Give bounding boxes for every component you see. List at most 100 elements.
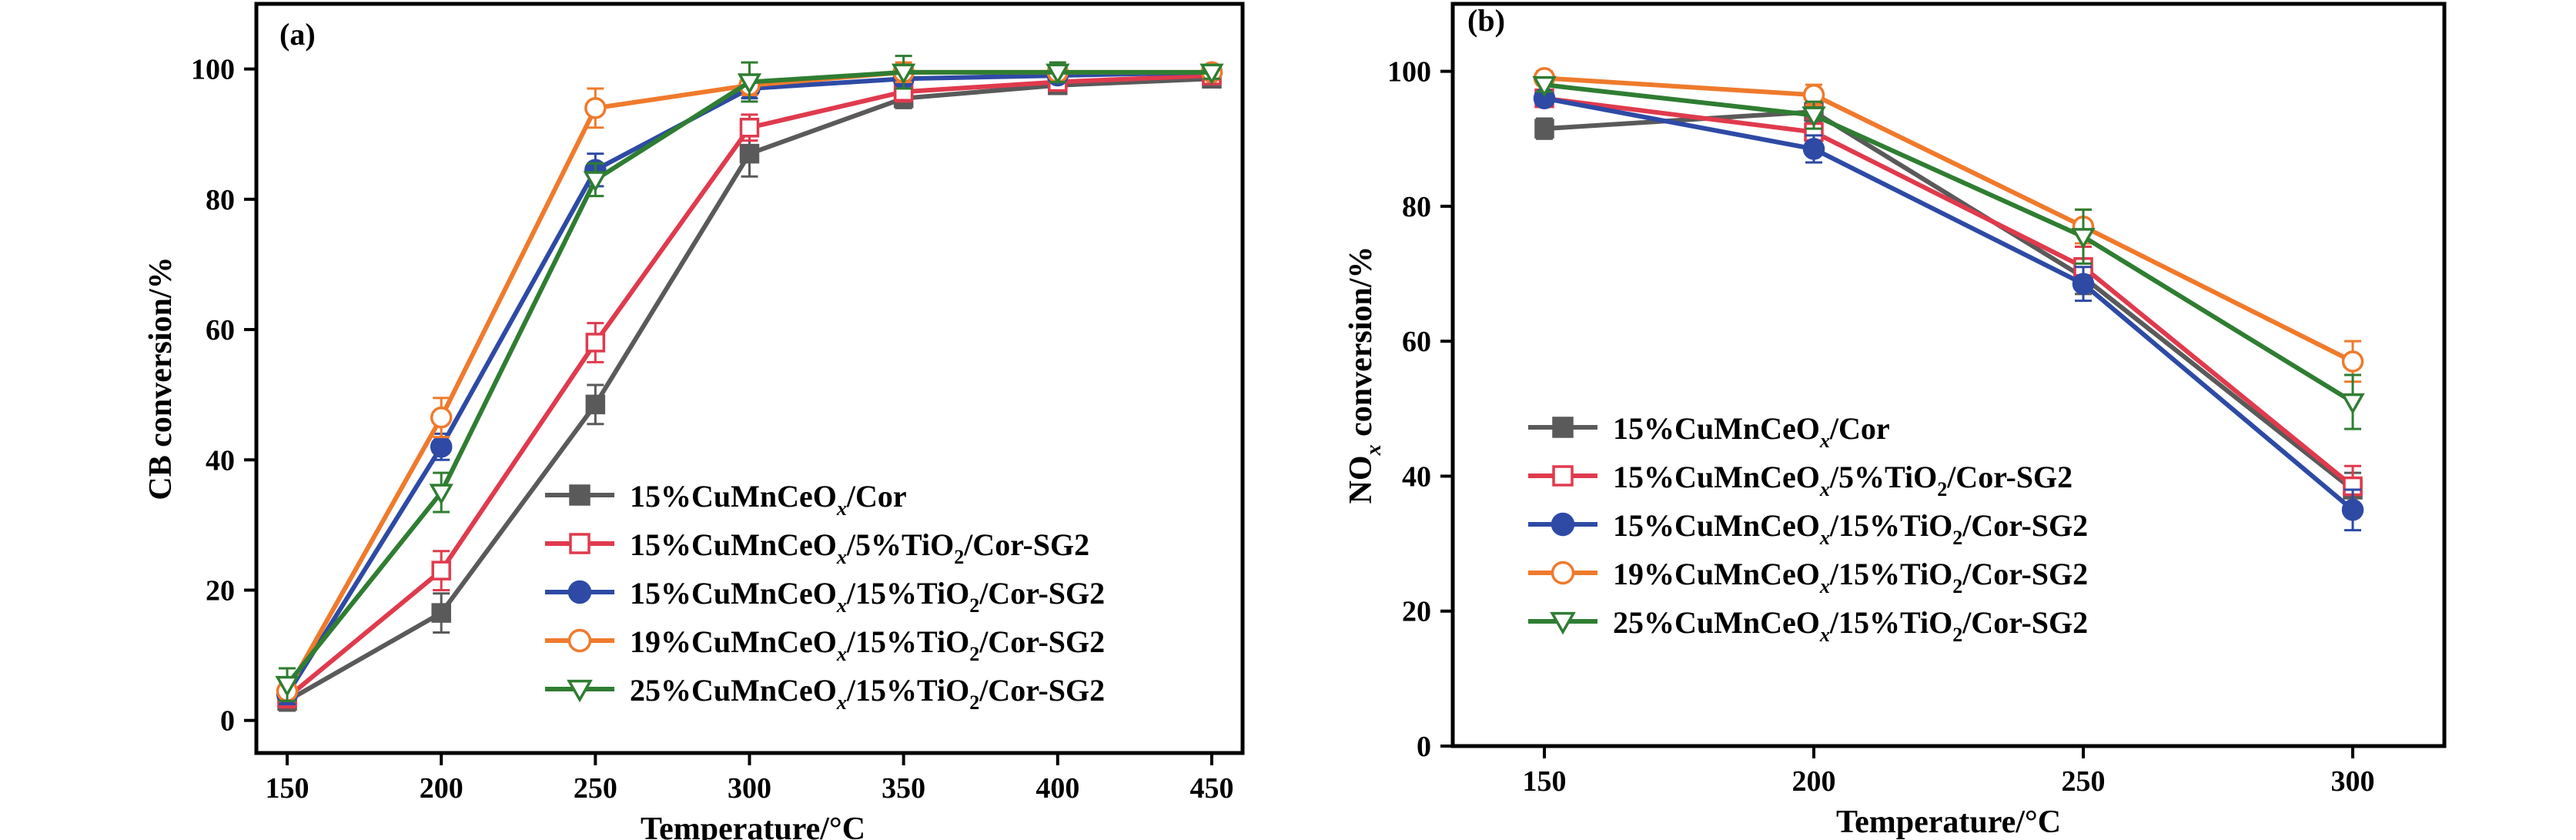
x-tick-label: 250 (2062, 765, 2106, 798)
y-tick-label: 100 (191, 54, 235, 86)
data-point (891, 63, 916, 85)
x-axis-label: Temperature/°C (1836, 805, 2061, 840)
legend-item-s5: 25%CuMnCeOx/15%TiO2/Cor-SG2 (545, 673, 1105, 714)
legend-marker (569, 533, 590, 554)
y-tick-label: 40 (206, 444, 235, 477)
series-line (1544, 95, 2354, 488)
y-axis-label: CB conversion/% (143, 256, 179, 500)
legend-item-s3: 15%CuMnCeOx/15%TiO2/Cor-SG2 (545, 576, 1105, 617)
x-tick-label: 150 (266, 772, 309, 805)
data-point (585, 394, 606, 415)
panel-label: (a) (279, 17, 316, 52)
legend-marker (1551, 561, 1575, 585)
data-point (583, 171, 608, 192)
plot-frame (1450, 2, 2447, 748)
legend-label: 15%CuMnCeOx/5%TiO2/Cor-SG2 (630, 527, 1089, 568)
legend-label: 25%CuMnCeOx/15%TiO2/Cor-SG2 (1613, 605, 2088, 646)
legend: 15%CuMnCeOx/Cor 15%CuMnCeOx/5%TiO2/Cor-SG… (1528, 411, 2088, 646)
data-point (1802, 138, 1825, 160)
legend-marker (567, 679, 593, 703)
x-tick-label: 300 (728, 772, 771, 805)
legend-marker (1552, 417, 1574, 438)
series-s5 (1532, 75, 2365, 430)
y-axis-label: NOx conversion/% (1343, 246, 1386, 504)
data-point (431, 561, 451, 581)
legend-label: 15%CuMnCeOx/15%TiO2/Cor-SG2 (630, 576, 1105, 617)
y-axis-label-group: NOx conversion/% (1343, 246, 1386, 504)
data-point (737, 73, 762, 95)
legend-marker (567, 580, 592, 604)
data-point (430, 436, 453, 458)
legend-marker (1551, 512, 1575, 537)
legend-marker (567, 628, 592, 653)
x-tick-label: 450 (1189, 772, 1233, 805)
data-point (1532, 75, 1557, 98)
data-point (584, 97, 607, 119)
y-axis-label-group: CB conversion/% (143, 256, 179, 500)
legend-item-s1: 15%CuMnCeOx/Cor (545, 479, 907, 520)
data-point (2340, 393, 2365, 415)
legend-label: 15%CuMnCeOx/Cor (1613, 411, 1890, 452)
series-s4 (1533, 67, 2364, 383)
data-point (430, 407, 453, 429)
data-point (585, 333, 606, 353)
data-point (2341, 350, 2364, 373)
x-tick-label: 150 (1523, 765, 1567, 798)
legend-label: 19%CuMnCeOx/15%TiO2/Cor-SG2 (1613, 557, 2088, 597)
x-tick-label: 300 (2331, 765, 2375, 798)
legend-item-s2: 15%CuMnCeOx/5%TiO2/Cor-SG2 (1528, 460, 2073, 500)
x-tick-label: 250 (574, 772, 617, 805)
x-tick-label: 400 (1035, 772, 1079, 805)
x-axis-label: Temperature/°C (641, 812, 865, 840)
data-point (431, 603, 451, 623)
series-s1 (277, 69, 1222, 712)
x-tick-label: 200 (420, 772, 463, 805)
data-point (2071, 228, 2096, 249)
y-tick-label: 60 (206, 314, 235, 346)
y-tick-label: 0 (220, 705, 235, 738)
x-tick-label: 200 (1792, 765, 1836, 798)
y-tick-label: 0 (1417, 731, 1431, 763)
legend-marker (1550, 611, 1576, 635)
chart-panel-b: 150 200 250 300 0 20 40 60 80 100 Temperature/°C NO… (1343, 2, 2447, 840)
legend-label: 19%CuMnCeOx/15%TiO2/Cor-SG2 (630, 624, 1105, 665)
legend-label: 25%CuMnCeOx/15%TiO2/Cor-SG2 (630, 673, 1105, 714)
y-tick-label: 20 (1402, 596, 1431, 628)
legend-label: 15%CuMnCeOx/5%TiO2/Cor-SG2 (1613, 460, 2073, 500)
data-point (739, 118, 760, 138)
legend-item-s4: 19%CuMnCeOx/15%TiO2/Cor-SG2 (1528, 557, 2088, 597)
data-point (1802, 106, 1826, 128)
data-point (739, 143, 760, 164)
x-tick-label: 350 (882, 772, 925, 805)
y-tick-label: 80 (206, 184, 235, 216)
legend-item-s2: 15%CuMnCeOx/5%TiO2/Cor-SG2 (545, 527, 1089, 568)
series-s5 (275, 55, 1224, 702)
legend-item-s4: 19%CuMnCeOx/15%TiO2/Cor-SG2 (545, 624, 1105, 665)
legend-label: 15%CuMnCeOx/15%TiO2/Cor-SG2 (1613, 508, 2088, 549)
legend-item-s1: 15%CuMnCeOx/Cor (1528, 411, 1890, 452)
legend-label: 15%CuMnCeOx/Cor (630, 479, 907, 520)
series-line (1544, 82, 2354, 404)
panel-label: (b) (1467, 3, 1505, 38)
data-point (1199, 63, 1224, 85)
legend-item-s5: 25%CuMnCeOx/15%TiO2/Cor-SG2 (1528, 605, 2088, 646)
legend-item-s3: 15%CuMnCeOx/15%TiO2/Cor-SG2 (1528, 508, 2088, 549)
data-point (2072, 273, 2095, 295)
data-point (2341, 499, 2364, 521)
y-tick-label: 80 (1402, 191, 1431, 223)
series-s3 (1533, 87, 2364, 532)
data-point (275, 675, 299, 698)
legend: 15%CuMnCeOx/Cor 15%CuMnCeOx/5%TiO2/Cor-SG… (545, 479, 1105, 714)
data-point (429, 484, 453, 505)
y-tick-label: 60 (1402, 326, 1431, 358)
y-tick-label: 40 (1402, 460, 1431, 493)
legend-marker (1552, 465, 1574, 487)
y-tick-label: 100 (1387, 56, 1431, 89)
legend-marker (569, 484, 590, 506)
series-line (1544, 109, 2354, 492)
data-point (1534, 119, 1554, 139)
series-line (1544, 95, 2354, 512)
data-point (1045, 63, 1070, 85)
y-tick-label: 20 (206, 574, 235, 607)
